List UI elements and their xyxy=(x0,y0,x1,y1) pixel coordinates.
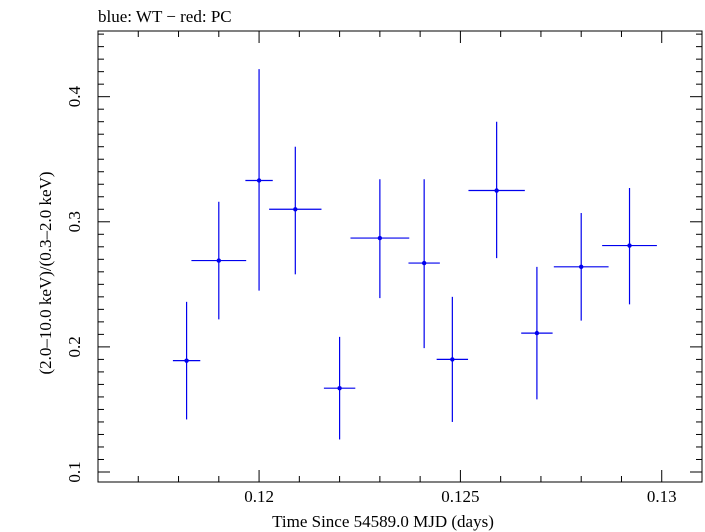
data-marker xyxy=(627,243,632,248)
y-tick-label: 0.4 xyxy=(65,86,84,108)
data-marker xyxy=(421,260,427,266)
data-point xyxy=(553,213,609,321)
data-marker xyxy=(494,188,499,193)
data-marker xyxy=(534,330,540,336)
data-marks xyxy=(172,69,657,440)
data-point xyxy=(191,201,247,320)
data-point xyxy=(521,266,553,400)
data-point xyxy=(436,296,469,422)
x-tick-label: 0.125 xyxy=(441,487,479,506)
y-tick-label: 0.1 xyxy=(65,461,84,482)
data-marker xyxy=(450,357,455,362)
x-axis-label: Time Since 54589.0 MJD (days) xyxy=(272,512,494,531)
data-point xyxy=(408,179,440,349)
data-marker xyxy=(337,385,342,391)
data-point xyxy=(172,301,201,420)
data-point xyxy=(269,146,322,275)
data-marker xyxy=(579,264,584,270)
data-point xyxy=(602,188,657,305)
x-tick-label: 0.13 xyxy=(647,487,677,506)
axis-ticks xyxy=(97,31,703,482)
tick-labels: 0.12 0.125 0.13 0.1 0.2 0.3 0.4 xyxy=(65,86,677,506)
data-point xyxy=(468,121,525,259)
data-point xyxy=(245,69,273,291)
y-axis-label: (2.0–10.0 keV)/(0.3–2.0 keV) xyxy=(36,171,55,374)
y-tick-label: 0.2 xyxy=(65,336,84,357)
data-point xyxy=(323,336,356,440)
data-marker xyxy=(293,207,298,212)
plot-frame xyxy=(97,30,703,483)
chart-title: blue: WT − red: PC xyxy=(98,7,232,26)
x-tick-label: 0.12 xyxy=(244,487,274,506)
y-tick-label: 0.3 xyxy=(65,211,84,232)
data-marker xyxy=(256,178,262,183)
data-marker xyxy=(216,258,221,263)
data-point xyxy=(350,179,410,299)
data-marker xyxy=(377,235,383,241)
data-marker xyxy=(184,358,189,363)
